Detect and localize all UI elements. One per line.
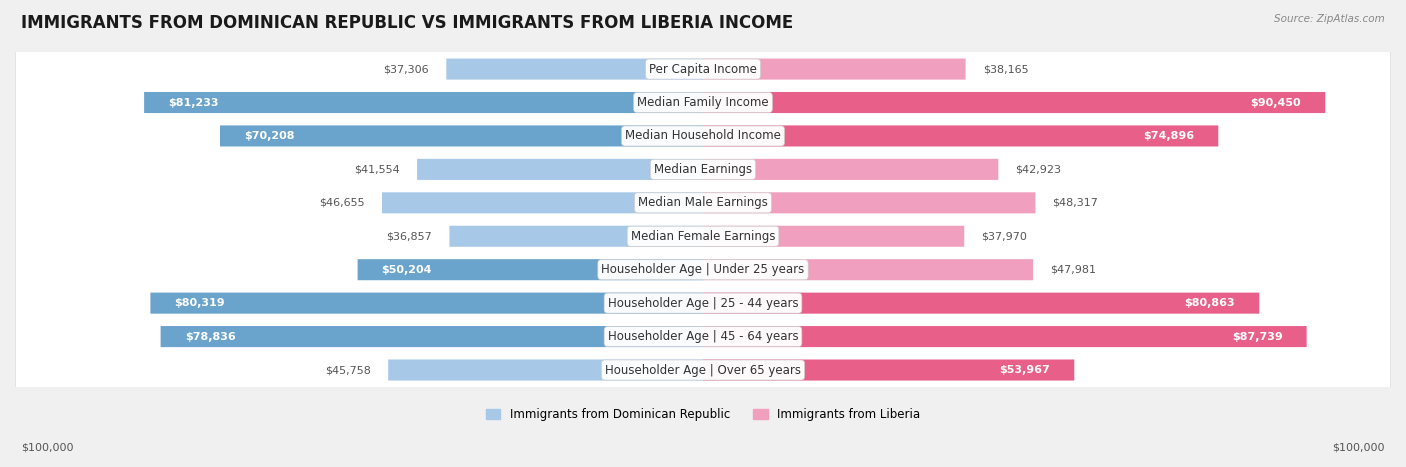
Text: $41,554: $41,554: [354, 164, 399, 174]
FancyBboxPatch shape: [160, 326, 703, 347]
FancyBboxPatch shape: [703, 226, 965, 247]
Text: $36,857: $36,857: [387, 231, 432, 241]
FancyBboxPatch shape: [15, 0, 1391, 467]
Text: $42,923: $42,923: [1015, 164, 1062, 174]
FancyBboxPatch shape: [15, 0, 1391, 467]
Text: Source: ZipAtlas.com: Source: ZipAtlas.com: [1274, 14, 1385, 24]
FancyBboxPatch shape: [357, 259, 703, 280]
FancyBboxPatch shape: [703, 159, 998, 180]
FancyBboxPatch shape: [15, 0, 1391, 467]
Text: $37,306: $37,306: [384, 64, 429, 74]
FancyBboxPatch shape: [15, 0, 1391, 467]
Text: $45,758: $45,758: [325, 365, 371, 375]
FancyBboxPatch shape: [703, 259, 1033, 280]
Text: Median Family Income: Median Family Income: [637, 96, 769, 109]
FancyBboxPatch shape: [703, 293, 1260, 314]
FancyBboxPatch shape: [388, 360, 703, 381]
Text: Householder Age | Under 25 years: Householder Age | Under 25 years: [602, 263, 804, 276]
Text: Per Capita Income: Per Capita Income: [650, 63, 756, 76]
Text: $100,000: $100,000: [21, 443, 73, 453]
Text: $53,967: $53,967: [1000, 365, 1050, 375]
FancyBboxPatch shape: [15, 0, 1391, 467]
FancyBboxPatch shape: [450, 226, 703, 247]
Text: $80,319: $80,319: [174, 298, 225, 308]
FancyBboxPatch shape: [703, 360, 1074, 381]
Legend: Immigrants from Dominican Republic, Immigrants from Liberia: Immigrants from Dominican Republic, Immi…: [486, 408, 920, 421]
FancyBboxPatch shape: [418, 159, 703, 180]
Text: Median Earnings: Median Earnings: [654, 163, 752, 176]
Text: $47,981: $47,981: [1050, 265, 1097, 275]
FancyBboxPatch shape: [219, 126, 703, 147]
Text: IMMIGRANTS FROM DOMINICAN REPUBLIC VS IMMIGRANTS FROM LIBERIA INCOME: IMMIGRANTS FROM DOMINICAN REPUBLIC VS IM…: [21, 14, 793, 32]
FancyBboxPatch shape: [703, 192, 1035, 213]
Text: Householder Age | 45 - 64 years: Householder Age | 45 - 64 years: [607, 330, 799, 343]
FancyBboxPatch shape: [703, 92, 1326, 113]
Text: $46,655: $46,655: [319, 198, 364, 208]
Text: Householder Age | Over 65 years: Householder Age | Over 65 years: [605, 363, 801, 376]
Text: Median Male Earnings: Median Male Earnings: [638, 196, 768, 209]
Text: Median Female Earnings: Median Female Earnings: [631, 230, 775, 243]
FancyBboxPatch shape: [150, 293, 703, 314]
Text: $37,970: $37,970: [981, 231, 1028, 241]
Text: $81,233: $81,233: [169, 98, 219, 107]
Text: $78,836: $78,836: [184, 332, 235, 341]
Text: $38,165: $38,165: [983, 64, 1028, 74]
FancyBboxPatch shape: [703, 126, 1218, 147]
Text: $87,739: $87,739: [1232, 332, 1282, 341]
FancyBboxPatch shape: [15, 0, 1391, 467]
Text: $48,317: $48,317: [1053, 198, 1098, 208]
Text: Householder Age | 25 - 44 years: Householder Age | 25 - 44 years: [607, 297, 799, 310]
Text: $80,863: $80,863: [1185, 298, 1236, 308]
Text: Median Household Income: Median Household Income: [626, 129, 780, 142]
Text: $90,450: $90,450: [1250, 98, 1301, 107]
FancyBboxPatch shape: [382, 192, 703, 213]
FancyBboxPatch shape: [703, 58, 966, 79]
FancyBboxPatch shape: [446, 58, 703, 79]
FancyBboxPatch shape: [15, 0, 1391, 467]
FancyBboxPatch shape: [703, 326, 1306, 347]
FancyBboxPatch shape: [145, 92, 703, 113]
Text: $74,896: $74,896: [1143, 131, 1194, 141]
Text: $50,204: $50,204: [381, 265, 432, 275]
Text: $100,000: $100,000: [1333, 443, 1385, 453]
FancyBboxPatch shape: [15, 0, 1391, 467]
Text: $70,208: $70,208: [245, 131, 294, 141]
FancyBboxPatch shape: [15, 0, 1391, 467]
FancyBboxPatch shape: [15, 0, 1391, 467]
